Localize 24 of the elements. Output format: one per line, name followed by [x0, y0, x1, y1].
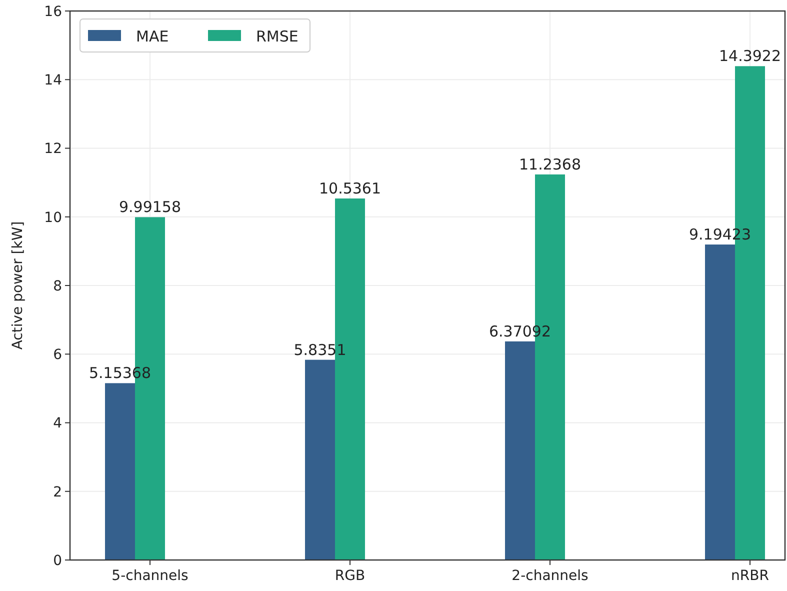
- y-tick-label: 0: [53, 552, 62, 569]
- y-tick-label: 14: [44, 72, 62, 89]
- y-tick-label: 8: [53, 278, 62, 294]
- y-tick-label: 4: [53, 416, 62, 432]
- x-tick-label: 5-channels: [112, 568, 188, 584]
- bar: [105, 383, 135, 560]
- y-axis-title: Active power [kW]: [10, 221, 26, 350]
- data-label: 10.5361: [318, 179, 382, 198]
- bar: [705, 244, 735, 560]
- x-tick-label: 2-channels: [512, 568, 588, 584]
- y-tick-label: 12: [44, 141, 62, 158]
- legend-label: MAE: [136, 27, 169, 46]
- bar: [305, 360, 335, 560]
- x-tick-label: RGB: [334, 568, 366, 584]
- data-label: 11.2368: [518, 155, 582, 174]
- data-label: 14.3922: [718, 47, 782, 66]
- legend-label: RMSE: [256, 27, 298, 46]
- y-tick-label: 2: [53, 484, 62, 500]
- data-label: 9.99158: [118, 198, 182, 216]
- y-tick-label: 10: [44, 210, 62, 226]
- bar: [505, 341, 535, 560]
- x-tick-label: nRBR: [731, 568, 770, 584]
- y-tick-label: 6: [53, 347, 62, 364]
- y-tick-label: 16: [44, 4, 62, 20]
